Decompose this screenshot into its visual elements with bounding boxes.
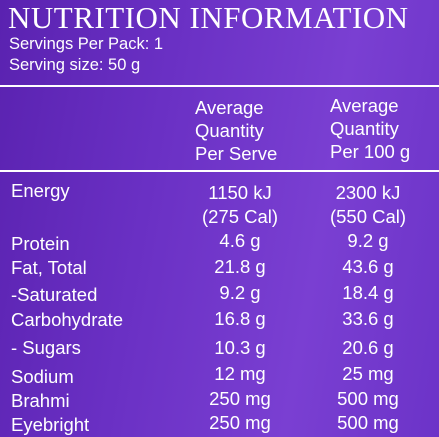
divider-middle (0, 170, 439, 172)
value-per-serve: 1150 kJ (208, 182, 272, 203)
row-label-fat-total: Fat, Total (11, 257, 87, 278)
value-per-100g: 500 mg (337, 412, 399, 433)
value-per-serve: (275 Cal) (201, 206, 279, 227)
value-per-100g: 2300 kJ (335, 182, 401, 203)
value-per-serve: 16.8 g (214, 308, 266, 329)
column-header-per-serve: Average Quantity Per Serve (195, 96, 277, 165)
value-per-100g: 9.2 g (347, 230, 389, 251)
value-per-100g: 500 mg (337, 388, 399, 409)
divider-top (0, 85, 439, 87)
column-header-line: Per 100 g (330, 141, 411, 162)
row-label-protein: Protein (11, 233, 70, 254)
panel-title: NUTRITION INFORMATION (8, 0, 409, 35)
value-per-serve: 21.8 g (214, 256, 266, 277)
column-header-line: Per Serve (195, 143, 278, 164)
column-header-line: Quantity (195, 120, 264, 141)
row-label-saturated: -Saturated (11, 284, 98, 305)
value-per-100g: 18.4 g (342, 282, 394, 303)
row-label-carbohydrate: Carbohydrate (11, 309, 124, 330)
value-per-serve: 12 mg (214, 363, 266, 384)
column-header-line: Average (330, 95, 399, 116)
servings-per-pack: Servings Per Pack: 1 (9, 35, 164, 53)
value-per-serve: 9.2 g (219, 282, 261, 303)
serving-size: Serving size: 50 g (9, 56, 141, 74)
value-per-serve: 250 mg (209, 388, 271, 409)
value-per-100g: 25 mg (342, 363, 394, 384)
value-per-100g: (550 Cal) (329, 206, 407, 227)
column-header-per-100g: Average Quantity Per 100 g (330, 94, 410, 163)
row-label-sugars: - Sugars (11, 337, 81, 358)
column-header-line: Average (195, 97, 264, 118)
value-per-serve: 10.3 g (214, 337, 266, 358)
value-per-serve: 4.6 g (219, 230, 261, 251)
value-per-serve: 250 mg (209, 412, 271, 433)
row-label-sodium: Sodium (11, 366, 74, 387)
row-label-brahmi: Brahmi (11, 390, 70, 411)
value-per-100g: 20.6 g (342, 337, 394, 358)
column-header-line: Quantity (330, 118, 399, 139)
row-label-eyebright: Eyebright (11, 414, 90, 435)
value-per-100g: 33.6 g (342, 308, 394, 329)
value-per-100g: 43.6 g (342, 256, 394, 277)
row-label-energy: Energy (11, 180, 70, 201)
